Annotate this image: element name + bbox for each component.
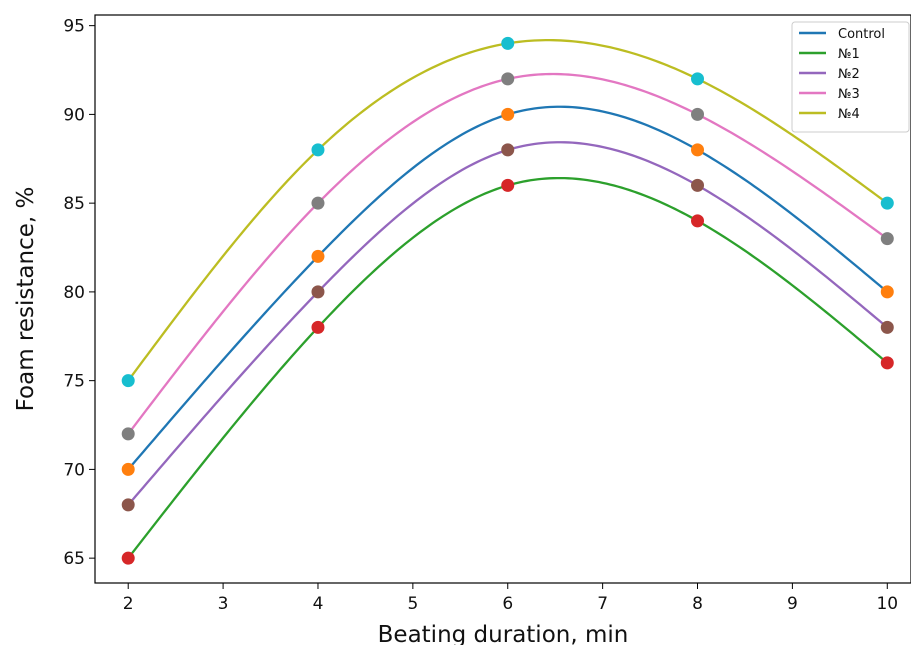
data-point <box>311 249 325 263</box>
legend-label: №1 <box>838 47 860 62</box>
data-point <box>880 196 894 210</box>
series-line-4 <box>127 39 888 382</box>
data-point <box>691 143 705 157</box>
y-tick-label: 65 <box>63 549 85 569</box>
legend-label: №3 <box>838 87 860 102</box>
data-point <box>121 427 135 441</box>
data-point <box>880 320 894 334</box>
data-point <box>880 232 894 246</box>
x-tick-label: 7 <box>597 594 608 614</box>
x-axis-label: Beating duration, min <box>378 622 629 645</box>
x-tick-label: 5 <box>407 594 418 614</box>
y-tick-label: 90 <box>63 105 85 125</box>
x-tick-label: 4 <box>313 594 324 614</box>
data-point <box>880 356 894 370</box>
data-point <box>501 107 515 121</box>
data-point <box>121 374 135 388</box>
data-point <box>311 285 325 299</box>
data-point <box>311 320 325 334</box>
x-axis-ticks: 2 3 4 5 6 7 8 9 10 <box>123 583 898 614</box>
data-point <box>311 143 325 157</box>
y-axis-label: Foam resistance, % <box>13 187 39 412</box>
y-tick-label: 70 <box>63 460 85 480</box>
legend-label: №4 <box>838 107 860 122</box>
data-point <box>121 551 135 565</box>
data-point <box>311 196 325 210</box>
data-point <box>880 285 894 299</box>
series-line-2 <box>127 141 889 506</box>
x-tick-label: 9 <box>787 594 798 614</box>
y-tick-label: 80 <box>63 283 85 303</box>
series-markers <box>121 36 894 565</box>
legend: Control №1 №2 №3 №4 <box>791 21 910 133</box>
series-line-3 <box>127 72 888 435</box>
legend-box <box>791 21 910 133</box>
x-tick-label: 10 <box>876 594 898 614</box>
data-point <box>121 462 135 476</box>
data-point <box>501 143 515 157</box>
x-tick-label: 2 <box>123 594 134 614</box>
y-tick-label: 75 <box>63 372 85 392</box>
data-point <box>501 72 515 86</box>
y-tick-label: 85 <box>63 194 85 214</box>
legend-label: №2 <box>838 67 860 82</box>
y-tick-label: 95 <box>63 17 85 37</box>
data-point <box>691 107 705 121</box>
data-point <box>121 498 135 512</box>
legend-label: Control <box>838 27 885 42</box>
x-tick-label: 3 <box>218 594 229 614</box>
data-point <box>501 36 515 50</box>
x-tick-label: 8 <box>692 594 703 614</box>
y-axis-ticks: 65 70 75 80 85 90 95 <box>63 17 95 569</box>
data-point <box>691 178 705 192</box>
data-point <box>691 214 705 228</box>
x-tick-label: 6 <box>502 594 513 614</box>
data-point <box>691 72 705 86</box>
data-point <box>501 178 515 192</box>
plot-frame <box>94 14 911 584</box>
